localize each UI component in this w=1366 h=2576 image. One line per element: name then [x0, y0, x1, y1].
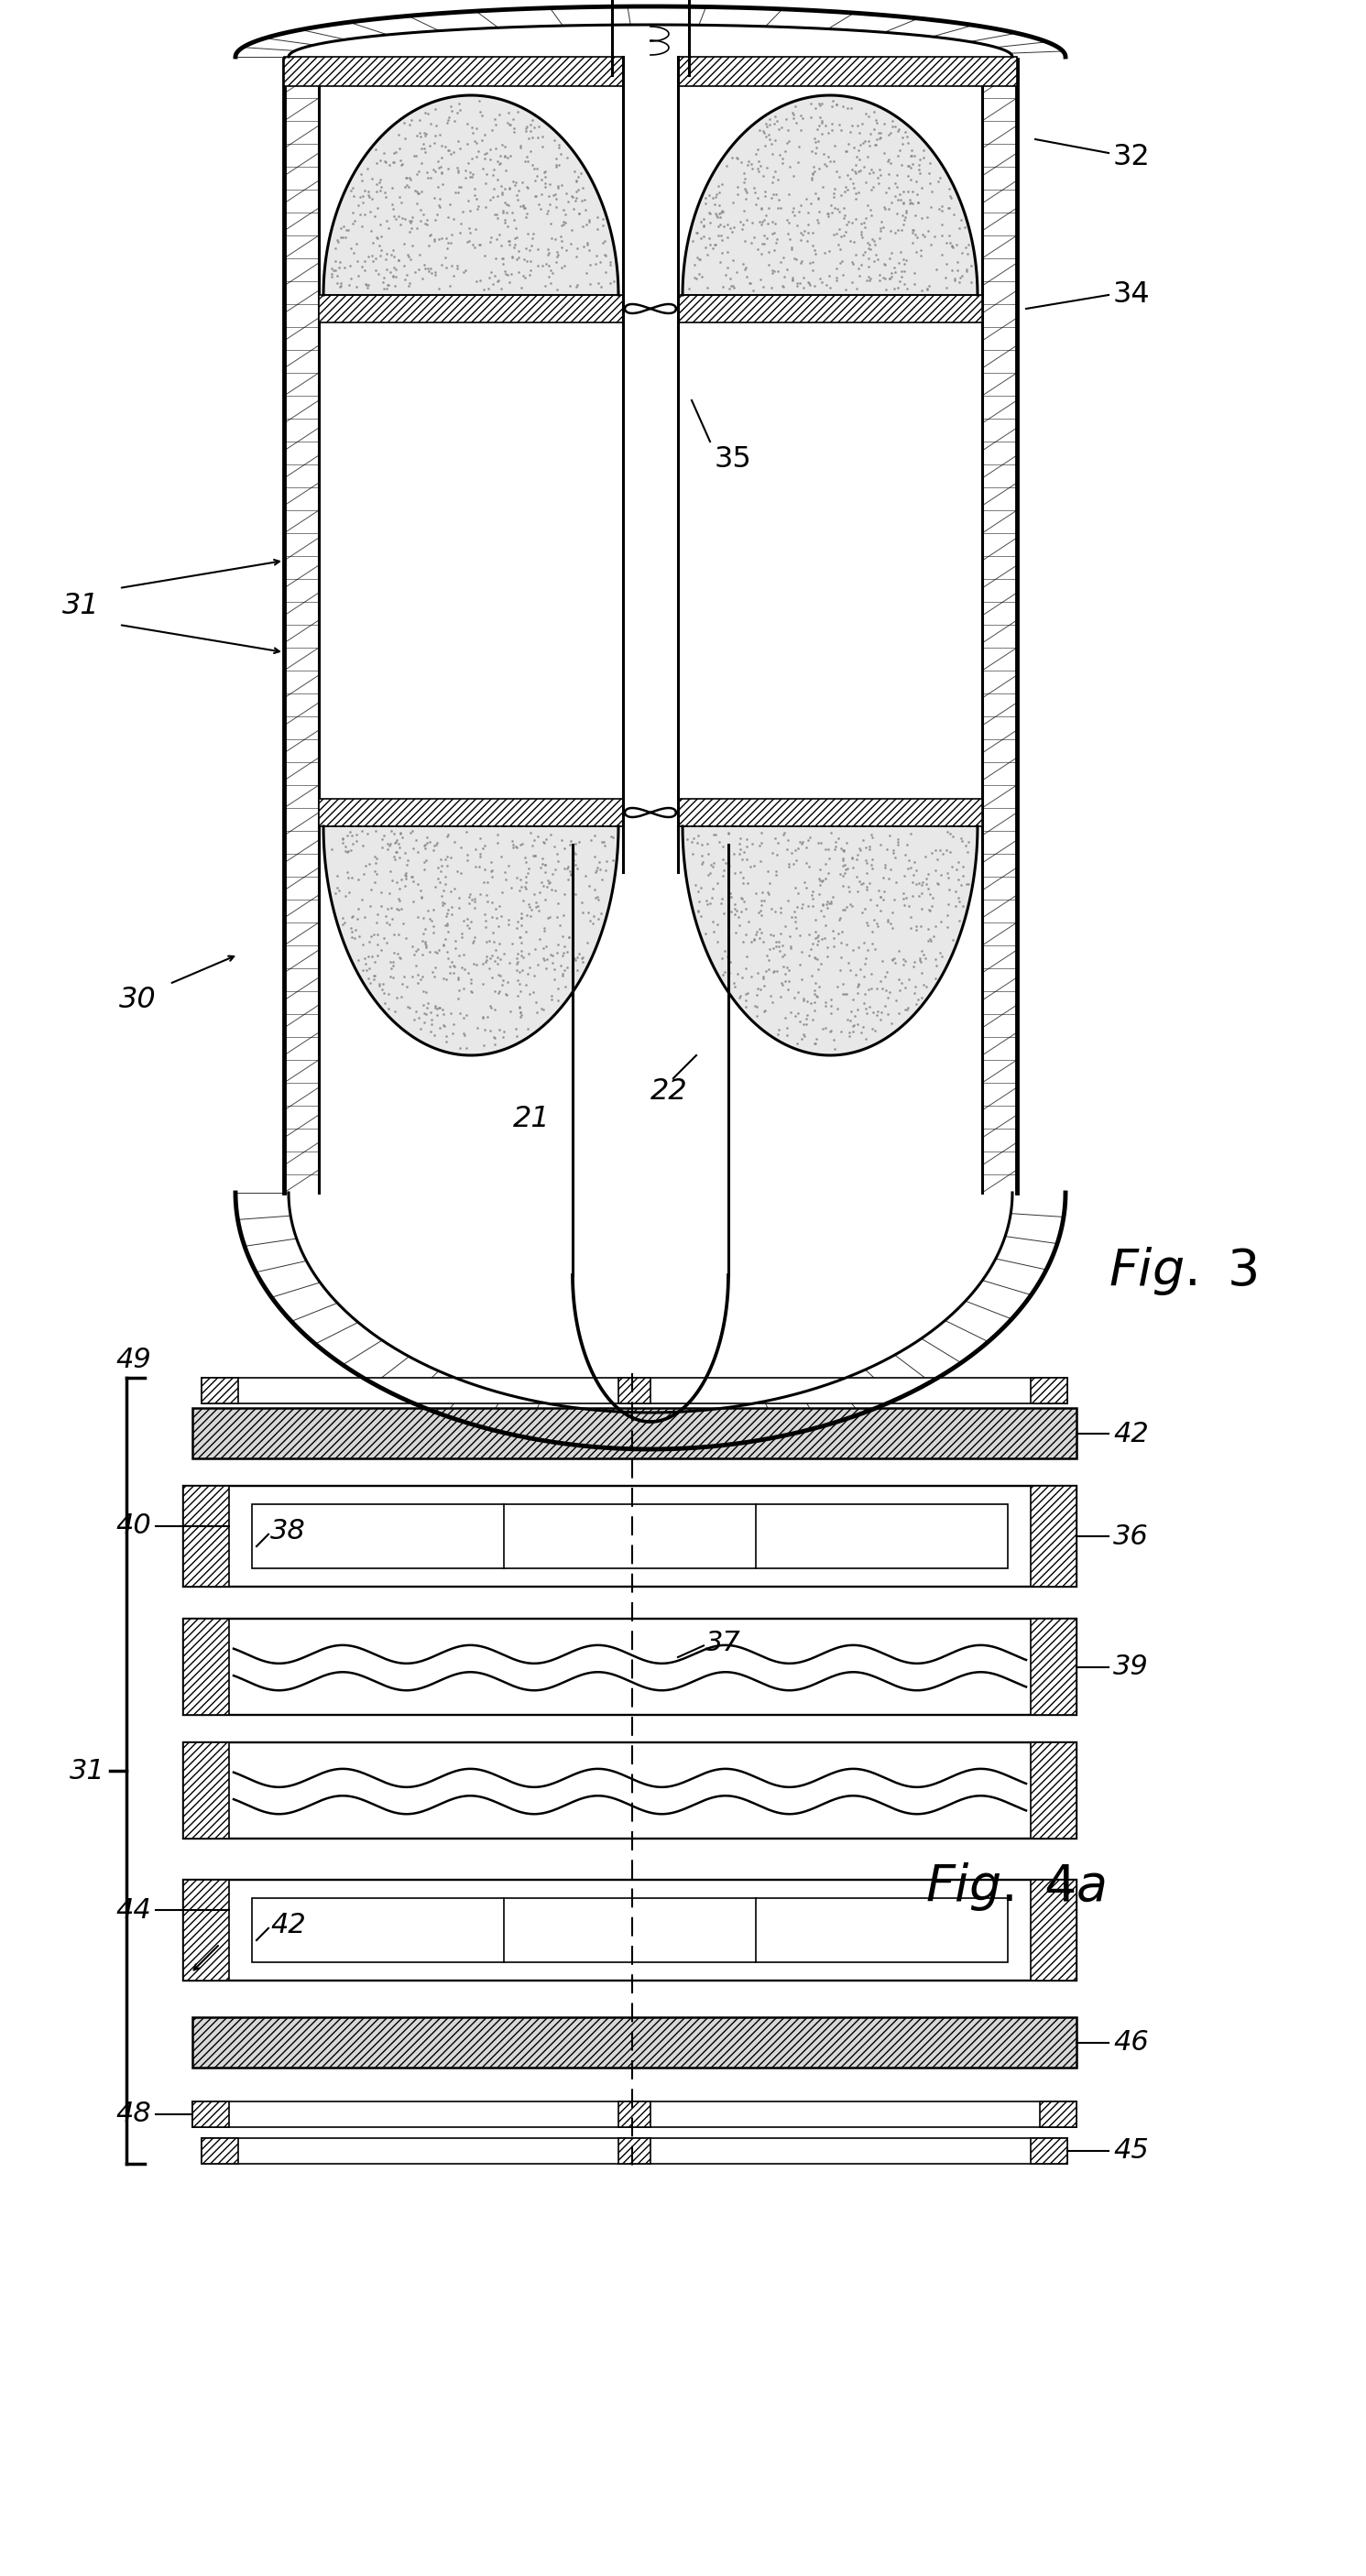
Bar: [202, 1378, 238, 1404]
Bar: [183, 1880, 1076, 1981]
Text: 35: 35: [714, 446, 751, 474]
Polygon shape: [324, 827, 619, 1056]
Polygon shape: [683, 827, 978, 1056]
Polygon shape: [235, 1193, 1065, 1450]
Bar: [193, 2102, 1076, 2128]
Bar: [318, 799, 623, 827]
Text: 34: 34: [1113, 281, 1150, 309]
Polygon shape: [624, 304, 676, 314]
Text: 21: 21: [512, 1105, 550, 1133]
Text: 42: 42: [270, 1911, 306, 1937]
Text: 38: 38: [270, 1517, 306, 1546]
Bar: [183, 1741, 1076, 1839]
Text: 44: 44: [116, 1896, 152, 1924]
Bar: [284, 57, 623, 85]
Bar: [251, 1504, 1008, 1569]
Bar: [183, 1486, 1076, 1587]
Bar: [619, 2138, 650, 2164]
Text: $\mathit{Fig.\ 4a}$: $\mathit{Fig.\ 4a}$: [925, 1860, 1105, 1914]
Bar: [183, 1618, 229, 1716]
Text: 36: 36: [1113, 1522, 1149, 1551]
Bar: [619, 2102, 650, 2128]
Bar: [202, 1378, 1067, 1404]
Bar: [202, 2138, 238, 2164]
Bar: [1031, 1618, 1076, 1716]
Bar: [193, 1409, 1076, 1458]
Text: 37: 37: [705, 1631, 740, 1656]
Text: 49: 49: [116, 1347, 152, 1373]
Text: 39: 39: [1113, 1654, 1149, 1680]
Bar: [202, 2138, 1067, 2164]
Bar: [183, 1741, 229, 1839]
Text: 42: 42: [1113, 1419, 1149, 1448]
Bar: [678, 296, 982, 322]
Text: 32: 32: [1113, 144, 1150, 173]
Text: 31: 31: [61, 592, 100, 621]
Text: 46: 46: [1113, 2030, 1149, 2056]
Polygon shape: [624, 809, 676, 817]
Bar: [193, 2017, 1076, 2069]
Bar: [193, 2102, 229, 2128]
Bar: [1031, 1378, 1067, 1404]
Bar: [1031, 1486, 1076, 1587]
Text: 22: 22: [650, 1077, 687, 1105]
Polygon shape: [683, 95, 978, 296]
Text: 31: 31: [70, 1757, 105, 1785]
Bar: [318, 296, 623, 322]
Text: 30: 30: [119, 987, 156, 1015]
Text: 48: 48: [116, 2102, 152, 2128]
Bar: [1040, 2102, 1076, 2128]
Bar: [678, 799, 982, 827]
Bar: [183, 1486, 229, 1587]
Bar: [251, 1899, 1008, 1963]
Text: $\mathit{Fig.\ 3}$: $\mathit{Fig.\ 3}$: [1109, 1244, 1257, 1296]
Bar: [1031, 2138, 1067, 2164]
Bar: [1031, 1880, 1076, 1981]
Bar: [183, 1880, 229, 1981]
Text: 45: 45: [1113, 2138, 1149, 2164]
Bar: [183, 1618, 1076, 1716]
Text: 40: 40: [116, 1512, 152, 1540]
Polygon shape: [324, 95, 619, 296]
Bar: [678, 57, 1016, 85]
Bar: [1031, 1741, 1076, 1839]
Bar: [619, 1378, 650, 1404]
